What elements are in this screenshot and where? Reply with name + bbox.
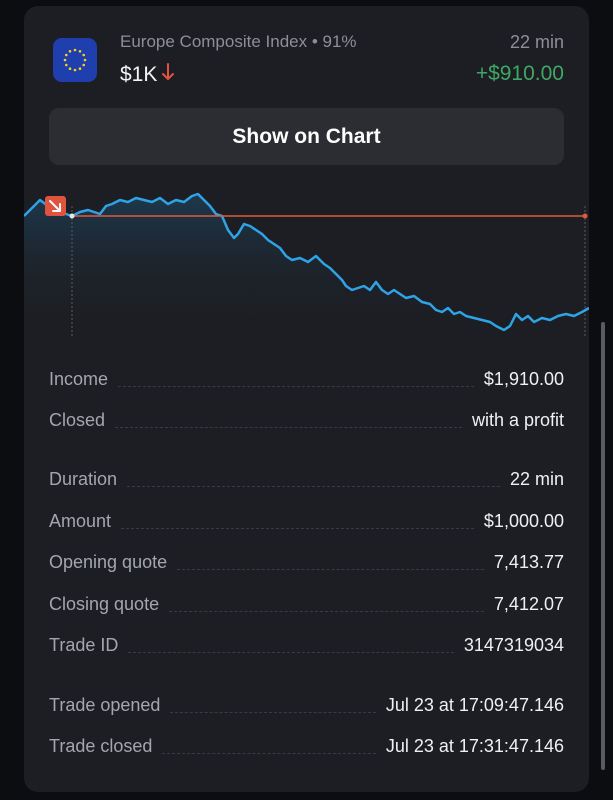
detail-label: Trade ID	[49, 635, 119, 655]
detail-label: Income	[49, 369, 109, 389]
dotted-leader	[177, 568, 484, 570]
dotted-leader	[162, 752, 376, 754]
detail-value: 7,413.77	[493, 552, 564, 572]
detail-row-income: Income $1,910.00	[49, 364, 564, 390]
detail-value: with a profit	[471, 410, 564, 430]
trade-amount: $1K	[120, 62, 158, 86]
detail-label: Amount	[49, 511, 112, 531]
detail-label: Duration	[49, 469, 118, 489]
detail-row-closing-quote: Closing quote 7,412.07	[49, 589, 564, 615]
price-chart	[24, 186, 589, 336]
asset-name: Europe Composite Index • 91%	[120, 32, 357, 51]
detail-label: Trade closed	[49, 736, 153, 756]
trade-duration: 22 min	[509, 32, 564, 52]
detail-value: 22 min	[509, 469, 564, 489]
dotted-leader	[128, 651, 454, 653]
detail-row-trade-closed: Trade closed Jul 23 at 17:31:47.146	[49, 731, 564, 757]
trade-amount-group: $1K	[120, 62, 175, 87]
detail-value: Jul 23 at 17:09:47.146	[385, 695, 564, 715]
detail-label: Opening quote	[49, 552, 168, 572]
detail-row-amount: Amount $1,000.00	[49, 506, 564, 532]
dotted-leader	[169, 610, 484, 612]
detail-row-trade-opened: Trade opened Jul 23 at 17:09:47.146	[49, 690, 564, 716]
arrow-down-icon	[161, 62, 175, 87]
trade-details-card: Europe Composite Index • 91% $1K 22 min …	[24, 6, 589, 792]
trade-profit: +$910.00	[475, 62, 564, 85]
detail-row-trade-id: Trade ID 3147319034	[49, 630, 564, 656]
trade-header: Europe Composite Index • 91% $1K 22 min …	[24, 6, 589, 106]
detail-value: 7,412.07	[493, 594, 564, 614]
detail-label: Closed	[49, 410, 106, 430]
detail-row-closed: Closed with a profit	[49, 405, 564, 431]
dotted-leader	[170, 711, 376, 713]
dotted-leader	[115, 426, 462, 428]
exit-point-marker	[582, 213, 588, 219]
detail-label: Closing quote	[49, 594, 160, 614]
detail-value: $1,910.00	[483, 369, 564, 389]
eu-flag-icon	[53, 38, 97, 82]
dotted-leader	[127, 485, 500, 487]
price-area	[24, 194, 589, 336]
detail-value: Jul 23 at 17:31:47.146	[385, 736, 564, 756]
trade-direction-marker-icon	[45, 196, 66, 216]
dotted-leader	[118, 385, 474, 387]
price-line	[24, 192, 589, 332]
entry-point-marker	[69, 213, 75, 219]
detail-value: 3147319034	[463, 635, 564, 655]
detail-value: $1,000.00	[483, 511, 564, 531]
detail-label: Trade opened	[49, 695, 161, 715]
scrollbar[interactable]	[601, 322, 605, 770]
dotted-leader	[121, 527, 474, 529]
detail-row-duration: Duration 22 min	[49, 464, 564, 490]
show-on-chart-button[interactable]: Show on Chart	[49, 108, 564, 165]
detail-row-opening-quote: Opening quote 7,413.77	[49, 547, 564, 573]
